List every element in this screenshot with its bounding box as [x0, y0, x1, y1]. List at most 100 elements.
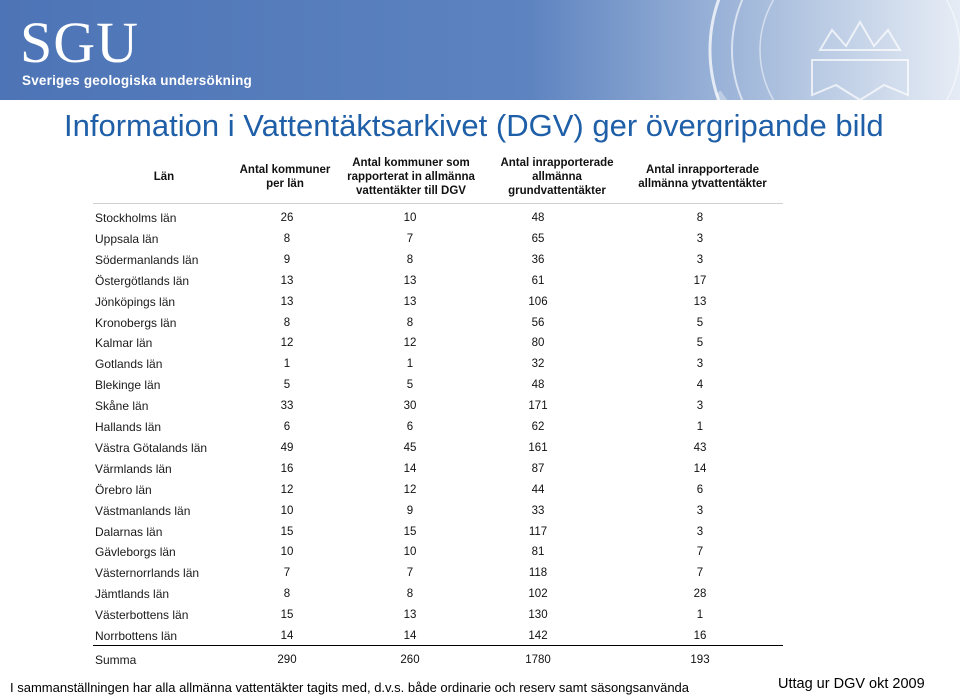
table-cell: 4	[696, 379, 704, 391]
table-cell: 16	[280, 463, 294, 475]
sgu-logo-subtitle: Sveriges geologiska undersökning	[22, 73, 252, 88]
table-cell: 13	[693, 296, 707, 308]
table-cell: 6	[696, 484, 704, 496]
row-label: Uppsala län	[95, 232, 159, 246]
header-grundvattentakter: Antal inrapporterade allmänna grundvatte…	[500, 157, 614, 197]
table-cell: 13	[403, 296, 417, 308]
table-cell: 106	[528, 296, 548, 308]
table-cell: 3	[696, 358, 704, 370]
table-cell: 1	[406, 358, 414, 370]
table-cell: 1	[283, 358, 291, 370]
row-label: Skåne län	[95, 399, 149, 413]
table-cell: 36	[531, 254, 545, 266]
table-cell: 3	[696, 254, 704, 266]
table-cell: 130	[528, 609, 548, 621]
row-label: Västernorrlands län	[95, 566, 200, 580]
header-antal-kommuner: Antal kommuner per län	[239, 164, 331, 190]
table-cell: 56	[531, 317, 545, 329]
row-label: Östergötlands län	[95, 274, 190, 288]
table-cell: 7	[406, 233, 414, 245]
table-cell: 9	[283, 254, 291, 266]
table-cell: 15	[280, 609, 294, 621]
table-cell: 1	[696, 421, 704, 433]
table-cell: 15	[403, 526, 417, 538]
table-cell: 17	[693, 275, 707, 287]
row-label: Dalarnas län	[95, 525, 163, 539]
table-cell: 6	[283, 421, 291, 433]
table-cell: 65	[531, 233, 545, 245]
table-cell: 45	[403, 442, 417, 454]
row-label: Västra Götalands län	[95, 441, 208, 455]
table-cell: 13	[403, 609, 417, 621]
table-cell: 193	[690, 654, 710, 666]
row-label: Stockholms län	[95, 211, 177, 225]
row-label: Hallands län	[95, 420, 162, 434]
table-cell: 8	[406, 588, 414, 600]
table-cell: 26	[280, 212, 294, 224]
row-label: Jämtlands län	[95, 587, 170, 601]
header-banner: SGU Sveriges geologiska undersökning	[0, 0, 960, 100]
table-cell: 1780	[525, 654, 551, 666]
table-cell: 142	[528, 630, 548, 642]
row-label: Västmanlands län	[95, 504, 191, 518]
table-cell: 290	[277, 654, 297, 666]
table-cell: 8	[406, 254, 414, 266]
table-cell: 5	[696, 317, 704, 329]
header-ytvattentakter: Antal inrapporterade allmänna ytvattentä…	[638, 164, 767, 190]
row-label: Värmlands län	[95, 462, 172, 476]
table-cell: 33	[280, 400, 294, 412]
table-cell: 10	[403, 212, 417, 224]
source-note: Uttag ur DGV okt 2009	[778, 676, 925, 692]
table-cell: 48	[531, 379, 545, 391]
table-cell: 14	[403, 630, 417, 642]
table-cell: 7	[406, 567, 414, 579]
table-cell: 14	[403, 463, 417, 475]
table-cell: 10	[280, 546, 294, 558]
row-label: Norrbottens län	[95, 629, 178, 643]
row-label: Kalmar län	[95, 336, 153, 350]
table-cell: 102	[528, 588, 548, 600]
page-title: Information i Vattentäktsarkivet (DGV) g…	[64, 108, 884, 143]
table-cell: 8	[283, 317, 291, 329]
row-label: Jönköpings län	[95, 295, 176, 309]
table-cell: 28	[693, 588, 707, 600]
table-cell: 12	[403, 337, 417, 349]
table-cell: 10	[280, 505, 294, 517]
table-cell: 61	[531, 275, 545, 287]
summary-divider	[93, 645, 783, 646]
table-cell: 161	[528, 442, 548, 454]
sgu-logo: SGU	[20, 10, 140, 75]
table-cell: 3	[696, 505, 704, 517]
table-cell: 48	[531, 212, 545, 224]
table-cell: 30	[403, 400, 417, 412]
table-cell: 117	[528, 526, 548, 538]
table-cell: 3	[696, 526, 704, 538]
header-lan: Län	[153, 171, 175, 183]
row-label: Gävleborgs län	[95, 545, 176, 559]
table-cell: 12	[280, 484, 294, 496]
summary-label: Summa	[95, 653, 137, 667]
table-cell: 87	[531, 463, 545, 475]
table-cell: 62	[531, 421, 545, 433]
table-cell: 12	[403, 484, 417, 496]
table-cell: 32	[531, 358, 545, 370]
table-cell: 5	[696, 337, 704, 349]
table-cell: 12	[280, 337, 294, 349]
row-label: Kronobergs län	[95, 316, 177, 330]
table-cell: 171	[528, 400, 548, 412]
royal-seal-icon	[708, 0, 960, 100]
table-cell: 14	[693, 463, 707, 475]
table-cell: 49	[280, 442, 294, 454]
table-cell: 8	[696, 212, 704, 224]
row-label: Blekinge län	[95, 378, 161, 392]
table-cell: 5	[406, 379, 414, 391]
table-cell: 10	[403, 546, 417, 558]
table-cell: 1	[696, 609, 704, 621]
table-cell: 7	[696, 567, 704, 579]
table-cell: 7	[696, 546, 704, 558]
header-kommuner-rapporterat: Antal kommuner som rapporterat in allmän…	[347, 157, 475, 197]
table-cell: 260	[400, 654, 420, 666]
table-cell: 7	[283, 567, 291, 579]
table-cell: 3	[696, 233, 704, 245]
table-cell: 43	[693, 442, 707, 454]
